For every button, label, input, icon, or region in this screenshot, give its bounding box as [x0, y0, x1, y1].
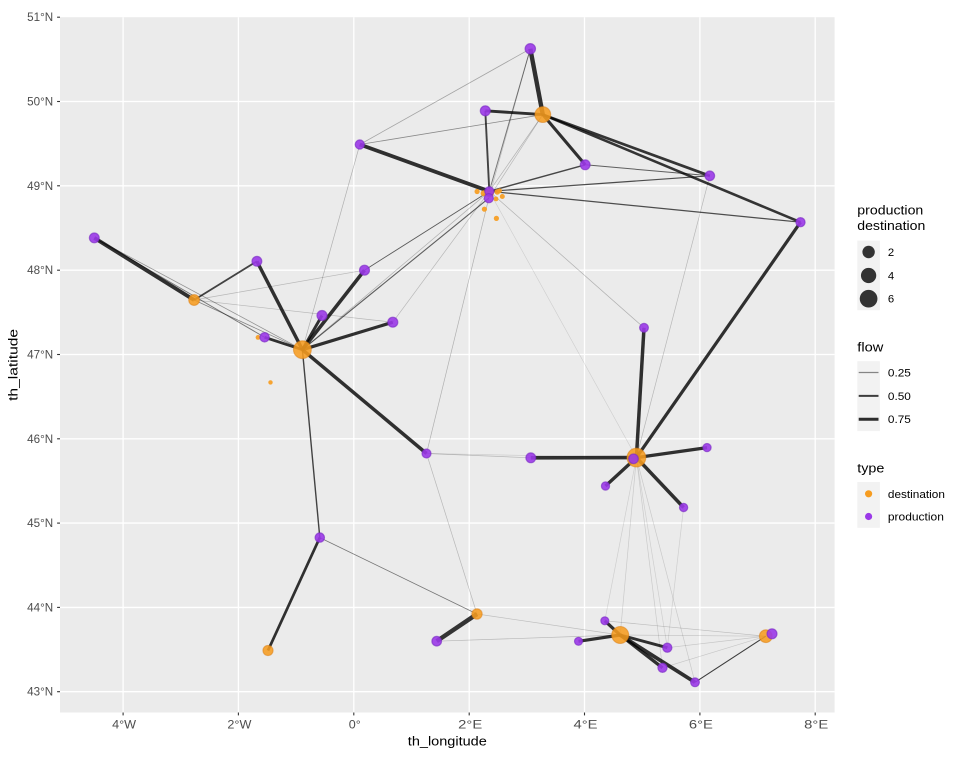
- svg-text:production: production: [888, 512, 944, 524]
- svg-text:th_latitude: th_latitude: [7, 329, 21, 401]
- svg-text:4: 4: [888, 271, 894, 283]
- svg-text:0°: 0°: [349, 720, 361, 732]
- svg-text:51°N: 51°N: [27, 12, 53, 24]
- svg-text:43°N: 43°N: [27, 687, 53, 699]
- svg-text:2°W: 2°W: [227, 720, 251, 732]
- svg-text:50°N: 50°N: [27, 97, 53, 109]
- svg-text:6: 6: [888, 294, 894, 306]
- svg-text:2°E: 2°E: [458, 720, 482, 732]
- svg-text:45°N: 45°N: [27, 518, 53, 530]
- svg-text:type: type: [857, 461, 884, 475]
- svg-text:destination: destination: [857, 219, 925, 233]
- svg-text:destination: destination: [888, 489, 945, 501]
- svg-text:49°N: 49°N: [27, 181, 53, 193]
- svg-text:flow: flow: [857, 340, 884, 354]
- svg-text:44°N: 44°N: [27, 602, 53, 614]
- svg-text:8°E: 8°E: [804, 720, 828, 732]
- svg-text:2: 2: [888, 247, 894, 259]
- svg-text:0.25: 0.25: [888, 368, 911, 380]
- svg-text:0.75: 0.75: [888, 414, 911, 426]
- svg-text:46°N: 46°N: [27, 434, 53, 446]
- svg-text:6°E: 6°E: [689, 720, 713, 732]
- svg-text:production: production: [857, 204, 923, 218]
- svg-text:4°W: 4°W: [112, 720, 136, 732]
- svg-text:48°N: 48°N: [27, 265, 53, 277]
- svg-text:th_longitude: th_longitude: [408, 735, 487, 749]
- svg-text:47°N: 47°N: [27, 350, 53, 362]
- svg-text:0.50: 0.50: [888, 391, 911, 403]
- svg-text:4°E: 4°E: [574, 720, 598, 732]
